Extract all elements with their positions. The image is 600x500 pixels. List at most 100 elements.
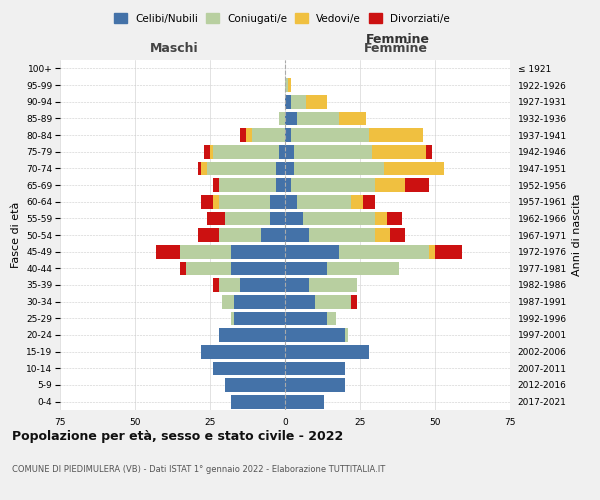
Bar	[198, 228, 219, 242]
Bar	[327, 262, 399, 275]
Bar	[225, 378, 285, 392]
Bar	[309, 228, 375, 242]
Bar	[285, 195, 297, 208]
Bar	[225, 212, 270, 225]
Bar	[351, 195, 363, 208]
Bar	[180, 245, 231, 258]
Bar	[339, 245, 429, 258]
Bar	[234, 295, 285, 308]
Bar	[294, 162, 384, 175]
Bar	[327, 312, 336, 325]
Bar	[297, 195, 351, 208]
Bar	[219, 278, 240, 292]
Bar	[207, 162, 276, 175]
Bar	[231, 245, 285, 258]
Bar	[240, 278, 285, 292]
Bar	[276, 178, 285, 192]
Bar	[429, 245, 435, 258]
Bar	[231, 262, 285, 275]
Bar	[156, 245, 180, 258]
Bar	[306, 95, 327, 108]
Bar	[285, 295, 315, 308]
Bar	[198, 162, 201, 175]
Bar	[294, 145, 372, 158]
Bar	[276, 162, 285, 175]
Bar	[375, 178, 405, 192]
Bar	[303, 212, 375, 225]
Bar	[207, 212, 225, 225]
Bar	[213, 195, 219, 208]
Text: Femmine: Femmine	[365, 33, 430, 46]
Bar	[291, 128, 369, 142]
Bar	[210, 145, 213, 158]
Bar	[285, 312, 327, 325]
Bar	[279, 145, 285, 158]
Bar	[213, 362, 285, 375]
Bar	[405, 178, 429, 192]
Bar	[279, 112, 285, 125]
Bar	[375, 212, 387, 225]
Bar	[213, 178, 219, 192]
Bar	[285, 362, 345, 375]
Bar	[384, 162, 444, 175]
Bar	[351, 295, 357, 308]
Bar	[372, 145, 426, 158]
Y-axis label: Fasce di età: Fasce di età	[11, 202, 20, 268]
Bar	[426, 145, 432, 158]
Bar	[285, 262, 327, 275]
Bar	[285, 112, 297, 125]
Bar	[291, 178, 375, 192]
Bar	[285, 378, 345, 392]
Bar	[285, 278, 309, 292]
Bar	[219, 178, 276, 192]
Bar	[219, 328, 285, 342]
Bar	[252, 128, 285, 142]
Bar	[186, 262, 231, 275]
Bar	[270, 195, 285, 208]
Y-axis label: Anni di nascita: Anni di nascita	[572, 194, 583, 276]
Bar	[285, 212, 303, 225]
Bar	[261, 228, 285, 242]
Bar	[246, 128, 252, 142]
Legend: Celibi/Nubili, Coniugati/e, Vedovi/e, Divorziati/e: Celibi/Nubili, Coniugati/e, Vedovi/e, Di…	[111, 10, 453, 26]
Bar	[234, 312, 285, 325]
Bar	[219, 195, 270, 208]
Bar	[201, 195, 213, 208]
Text: Popolazione per età, sesso e stato civile - 2022: Popolazione per età, sesso e stato civil…	[12, 430, 343, 443]
Bar	[180, 262, 186, 275]
Bar	[213, 278, 219, 292]
Bar	[270, 212, 285, 225]
Bar	[231, 312, 234, 325]
Bar	[369, 128, 423, 142]
Text: Maschi: Maschi	[149, 42, 199, 55]
Bar	[222, 295, 234, 308]
Bar	[435, 245, 462, 258]
Text: COMUNE DI PIEDIMULERA (VB) - Dati ISTAT 1° gennaio 2022 - Elaborazione TUTTITALI: COMUNE DI PIEDIMULERA (VB) - Dati ISTAT …	[12, 465, 385, 474]
Bar	[375, 228, 390, 242]
Bar	[285, 128, 291, 142]
Bar	[201, 162, 207, 175]
Bar	[285, 178, 291, 192]
Bar	[219, 228, 261, 242]
Bar	[240, 128, 246, 142]
Bar	[285, 328, 345, 342]
Bar	[285, 228, 309, 242]
Bar	[309, 278, 357, 292]
Bar	[285, 162, 294, 175]
Bar	[213, 145, 279, 158]
Bar	[288, 78, 291, 92]
Bar	[345, 328, 348, 342]
Bar	[387, 212, 402, 225]
Bar	[285, 395, 324, 408]
Bar	[390, 228, 405, 242]
Bar	[285, 95, 291, 108]
Bar	[285, 245, 339, 258]
Bar	[297, 112, 339, 125]
Bar	[231, 395, 285, 408]
Bar	[339, 112, 366, 125]
Bar	[285, 345, 369, 358]
Bar	[204, 145, 210, 158]
Bar	[315, 295, 351, 308]
Bar	[201, 345, 285, 358]
Bar	[285, 78, 288, 92]
